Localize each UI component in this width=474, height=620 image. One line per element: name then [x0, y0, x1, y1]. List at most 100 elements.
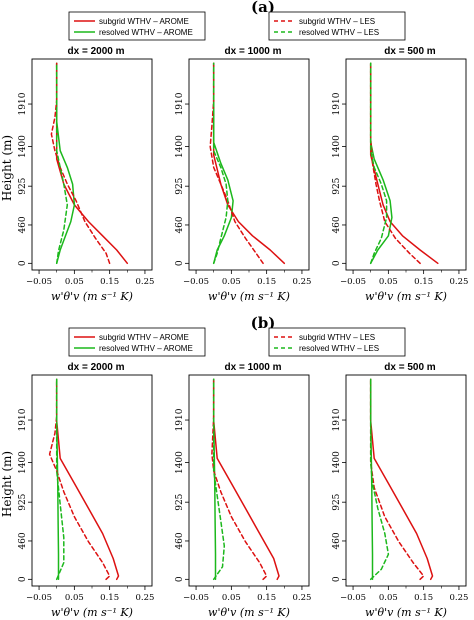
legend-les-entry: subgrid WTHV – LES [299, 333, 375, 342]
x-axis-label: w'θ'v (m s⁻¹ K) [51, 290, 133, 303]
series-les-resolved [212, 62, 229, 265]
y-tick-label: 1400 [332, 451, 342, 474]
subplot-1: dx = 2000 m −0.05 0.05 0.15 0.25 0 460 925 1400 1… [18, 362, 154, 619]
series-les-subgrid [369, 62, 421, 265]
x-tick-label: 0.05 [222, 593, 241, 603]
x-tick-label: 0.15 [100, 277, 119, 287]
y-tick-label: 1400 [18, 451, 28, 474]
y-tick-label: 0 [18, 260, 28, 266]
y-tick-label: 0 [175, 576, 185, 582]
subplot-3: dx = 500 m −0.05 0.05 0.15 0.25 0 460 925 1400 19… [332, 46, 468, 303]
x-tick-label: 0.05 [222, 277, 241, 287]
plot-frame [345, 374, 467, 587]
series-les-subgrid [48, 378, 111, 581]
subplot-title: dx = 2000 m [68, 362, 125, 373]
legend-les-entry: resolved WTHV – LES [299, 344, 379, 353]
y-tick-label: 460 [18, 216, 28, 233]
y-tick-label: 0 [332, 576, 342, 582]
subplot-3: dx = 500 m −0.05 0.05 0.15 0.25 0 460 925 1400 19… [332, 362, 468, 619]
x-axis-label: w'θ'v (m s⁻¹ K) [365, 606, 447, 619]
y-axis-label: Height (m) [0, 451, 14, 517]
plot-frame [31, 374, 153, 587]
y-tick-label: 925 [175, 177, 185, 194]
x-tick-label: 0.15 [100, 593, 119, 603]
series-les-subgrid [211, 378, 268, 581]
subplot-title: dx = 1000 m [225, 362, 282, 373]
plot-frame [31, 58, 153, 271]
y-tick-label: 1910 [332, 408, 342, 431]
series-arome-subgrid [212, 378, 280, 581]
legend-les-entry: resolved WTHV – LES [299, 28, 379, 37]
y-tick-label: 1910 [18, 92, 28, 115]
legend-les-entry: subgrid WTHV – LES [299, 17, 375, 26]
legend-les-box [268, 327, 406, 357]
y-axis-label: Height (m) [0, 135, 14, 201]
plot-frame [188, 374, 310, 587]
y-tick-label: 1910 [175, 408, 185, 431]
x-tick-label: 0.25 [135, 277, 154, 287]
y-tick-label: 1910 [332, 92, 342, 115]
legend-les: subgrid WTHV – LES resolved WTHV – LES [268, 327, 406, 357]
y-tick-label: 1910 [18, 408, 28, 431]
y-tick-label: 460 [18, 532, 28, 549]
series-les-subgrid [209, 62, 264, 265]
y-tick-label: 1400 [175, 135, 185, 158]
subplot-1: dx = 2000 m −0.05 0.05 0.15 0.25 0 460 925 1400 1… [18, 46, 154, 303]
y-tick-label: 1400 [18, 135, 28, 158]
subplot-title: dx = 1000 m [225, 46, 282, 57]
y-tick-label: 925 [332, 493, 342, 510]
legend-arome-box [68, 11, 206, 41]
series-les-resolved [212, 378, 226, 581]
y-tick-label: 0 [332, 260, 342, 266]
series-arome-subgrid [369, 62, 439, 265]
series-arome-resolved [212, 62, 234, 265]
x-tick-label: 0.25 [292, 277, 311, 287]
x-tick-label: −0.05 [340, 593, 366, 603]
y-tick-label: 0 [18, 576, 28, 582]
series-les-resolved [55, 62, 69, 265]
legend-arome-entry: subgrid WTHV – AROME [99, 333, 189, 342]
series-les-subgrid [50, 62, 111, 265]
y-tick-label: 925 [175, 493, 185, 510]
x-tick-label: 0.05 [379, 593, 398, 603]
series-arome-subgrid [212, 62, 286, 265]
x-tick-label: 0.15 [257, 277, 276, 287]
x-axis-label: w'θ'v (m s⁻¹ K) [365, 290, 447, 303]
series-arome-subgrid [55, 378, 120, 581]
x-tick-label: 0.25 [449, 593, 468, 603]
legend-arome-entry: resolved WTHV – AROME [99, 344, 193, 353]
panel-b: (b) subgrid WTHV – AROME resolved WTHV – A… [0, 314, 468, 619]
y-tick-label: 460 [332, 216, 342, 233]
plot-frame [188, 58, 310, 271]
y-tick-label: 0 [175, 260, 185, 266]
x-tick-label: 0.05 [65, 593, 84, 603]
y-tick-label: 460 [175, 216, 185, 233]
legend-arome: subgrid WTHV – AROME resolved WTHV – AROM… [68, 11, 206, 41]
x-tick-label: −0.05 [183, 593, 209, 603]
y-tick-label: 1400 [175, 451, 185, 474]
x-tick-label: 0.25 [449, 277, 468, 287]
y-tick-label: 1400 [332, 135, 342, 158]
legend-arome-entry: subgrid WTHV – AROME [99, 17, 189, 26]
y-tick-label: 925 [332, 177, 342, 194]
legend-les-box [268, 11, 406, 41]
x-tick-label: 0.05 [65, 277, 84, 287]
x-tick-label: 0.05 [379, 277, 398, 287]
legend-arome-box [68, 327, 206, 357]
series-les-resolved [369, 62, 388, 265]
x-tick-label: −0.05 [340, 277, 366, 287]
series-les-resolved [55, 378, 65, 581]
x-tick-label: 0.25 [135, 593, 154, 603]
y-tick-label: 460 [175, 532, 185, 549]
legend-arome-entry: resolved WTHV – AROME [99, 28, 193, 37]
x-tick-label: 0.25 [292, 593, 311, 603]
panel-label: (b) [251, 314, 276, 332]
series-arome-resolved [369, 378, 374, 581]
x-axis-label: w'θ'v (m s⁻¹ K) [208, 290, 290, 303]
x-tick-label: −0.05 [183, 277, 209, 287]
x-tick-label: −0.05 [26, 277, 52, 287]
series-les-subgrid [369, 378, 425, 581]
subplot-2: dx = 1000 m −0.05 0.05 0.15 0.25 0 460 925 1400 1… [175, 46, 311, 303]
